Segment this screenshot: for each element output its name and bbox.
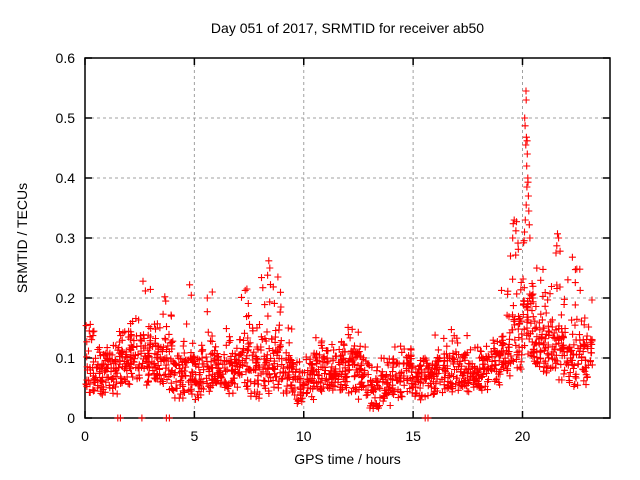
x-axis-label: GPS time / hours [294, 451, 401, 467]
svg-text:0.4: 0.4 [56, 170, 76, 186]
svg-text:0.1: 0.1 [56, 350, 76, 366]
svg-text:5: 5 [190, 428, 198, 444]
svg-text:0.2: 0.2 [56, 290, 76, 306]
data-points [82, 87, 596, 422]
svg-text:0.3: 0.3 [56, 230, 76, 246]
svg-text:0: 0 [81, 428, 89, 444]
svg-text:0.6: 0.6 [56, 50, 76, 66]
svg-text:15: 15 [405, 428, 421, 444]
chart-title: Day 051 of 2017, SRMTID for receiver ab5… [210, 20, 485, 36]
svg-text:20: 20 [515, 428, 531, 444]
svg-text:0.5: 0.5 [56, 110, 76, 126]
plot-border-and-ticks [84, 57, 611, 419]
svg-text:0: 0 [67, 410, 75, 426]
svg-text:10: 10 [296, 428, 312, 444]
tick-labels: 0 5 10 15 20 0 0.1 0.2 0.3 0.4 0.5 0.6 [56, 50, 531, 444]
